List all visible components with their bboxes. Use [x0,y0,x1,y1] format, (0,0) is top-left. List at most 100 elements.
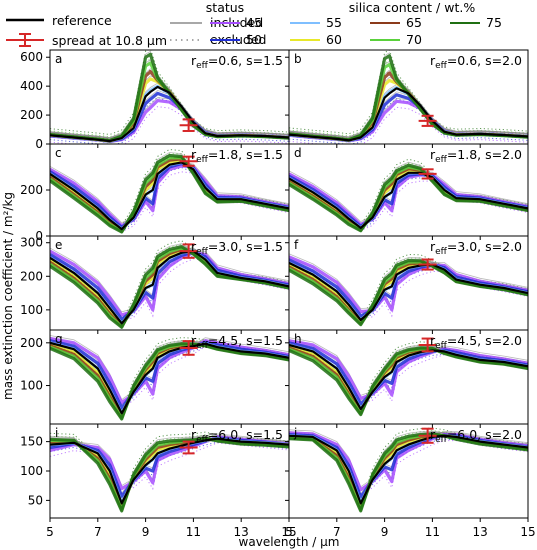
panel-g-series-50 [50,339,289,410]
panel-i-plot [50,431,289,513]
panel-c-letter: c [55,146,62,160]
panel-h-reference [289,343,528,411]
legend-silica-title: silica content / wt.% [349,0,476,15]
panel-g-reference [50,341,289,415]
panel-d-spread-errorbar [418,168,437,180]
panel-f-reference [289,261,528,321]
panel-f-excluded-75 [289,253,528,320]
panel-g-ytick-label-200: 200 [20,336,43,350]
panel-d-plot [289,158,528,233]
panel-i-ytick-label-100: 100 [20,464,43,478]
panel-f-plot [289,253,528,327]
panel-g-letter: g [55,332,63,346]
panel-h-annotation: reff=4.5, s=2.0 [430,333,522,351]
panel-c-excluded-75 [50,148,289,227]
panel-f-annotation: reff=3.0, s=2.0 [430,239,522,257]
panel-j-annotation: reff=6.0, s=2.0 [430,427,522,445]
panel-j-spread-errorbar [418,427,437,444]
legend-spread-swatch [6,33,44,47]
panel-j: j reff=6.0, s=2.0 5 7 9 11 13 15 [285,423,536,539]
panel-i-xtick-label-15: 15 [281,525,296,539]
x-axis-label: wavelength / μm [239,535,340,549]
panel-a-included-60 [50,75,289,139]
panel-h-series-50 [289,341,528,406]
panel-i: i reff=6.0, s=1.5 50 100 150 5 7 9 11 13 15 [20,423,297,539]
panel-d-series-75 [289,163,528,233]
panel-b: b reff=0.6, s=2.0 [285,49,529,148]
legend-reference-label: reference [52,13,112,28]
legend-silica-label-55: 55 [326,15,342,30]
panel-c-series-75 [50,153,289,234]
panel-j-xtick-label-9: 9 [381,525,389,539]
panel-a-excluded-75 [50,50,289,136]
panel-c-ytick-label-200: 200 [20,183,43,197]
panel-a-ytick-label-0: 0 [35,137,43,151]
panel-a: a reff=0.6, s=1.5 0 200 400 600 [20,49,290,151]
panel-i-series-75 [50,436,289,513]
panel-g-ytick-label-100: 100 [20,379,43,393]
legend-silica-label-50: 50 [246,32,262,47]
panel-j-xtick-label-7: 7 [333,525,341,539]
panel-e-annotation: reff=3.0, s=1.5 [191,239,283,257]
panel-h-series-75 [289,346,528,417]
panel-f-series-75 [289,258,528,327]
panel-d-letter: d [294,146,302,160]
panel-g-spread-errorbar [179,340,198,356]
panel-b-reference [289,87,528,142]
panel-d-annotation: reff=1.8, s=2.0 [430,147,522,165]
panel-j-letter: j [293,426,297,440]
panel-g-annotation: reff=4.5, s=1.5 [191,333,283,351]
panel-i-ytick-label-50: 50 [28,493,43,507]
panel-c-plot [50,148,289,234]
legend-silica-label-70: 70 [406,32,422,47]
panel-i-letter: i [55,426,58,440]
panel-f: f reff=3.0, s=2.0 [285,235,529,334]
panel-b-plot [289,50,528,144]
panel-j-xtick-label-11: 11 [425,525,440,539]
panel-d: d reff=1.8, s=2.0 [285,143,529,240]
panel-i-xtick-label-7: 7 [94,525,102,539]
panel-e-ytick-label-300: 300 [20,236,43,250]
panel-a-ytick-label-200: 200 [20,108,43,122]
panel-h-letter: h [294,332,302,346]
panel-j-reference [289,434,528,505]
panel-g: g reff=4.5, s=1.5 100 200 [20,329,290,428]
panel-j-xtick-label-5: 5 [285,525,293,539]
panel-j-plot [289,427,528,513]
panel-g-plot [50,335,289,421]
panel-h-spread-errorbar [418,337,437,353]
panel-d-reference [289,171,528,229]
panel-e-series-75 [50,245,289,329]
panels: a reff=0.6, s=1.5 0 200 400 600 b reff=0.6, s=2… [20,49,536,539]
panel-i-spread-errorbar [179,440,198,455]
panel-c-ytick-label-0: 0 [35,229,43,243]
panel-j-xtick-label-13: 13 [473,525,488,539]
legend-status-title: status [206,0,244,15]
panel-j-xtick-label-15: 15 [520,525,535,539]
legend-silica-label-65: 65 [406,15,422,30]
panel-f-series-50 [289,258,528,318]
panel-a-letter: a [55,52,62,66]
panel-h-plot [289,337,528,417]
y-axis-label: mass extinction coefficient / m²/kg [1,192,15,400]
panel-b-letter: b [294,52,302,66]
panel-i-ytick-label-150: 150 [20,435,43,449]
legend: reference spread at 10.8 μm status inclu… [6,0,502,48]
panel-e-spread-errorbar [179,243,198,259]
panel-d-excluded-75 [289,158,528,226]
panel-i-xtick-label-5: 5 [46,525,54,539]
panel-i-xtick-label-13: 13 [234,525,249,539]
panel-b-excluded-45 [289,106,528,144]
legend-spread-label: spread at 10.8 μm [52,33,167,48]
panel-c-series-50 [50,162,289,229]
panel-a-excluded-65 [50,68,289,140]
panel-e-ytick-label-200: 200 [20,269,43,283]
panel-i-annotation: reff=6.0, s=1.5 [191,427,283,445]
panel-i-xtick-label-11: 11 [186,525,201,539]
panel-b-annotation: reff=0.6, s=2.0 [430,53,522,71]
panel-c: c reff=1.8, s=1.5 0 200 [20,143,290,243]
panel-i-xtick-label-9: 9 [142,525,150,539]
panel-e-ytick-label-100: 100 [20,303,43,317]
legend-silica-label-75: 75 [486,15,502,30]
